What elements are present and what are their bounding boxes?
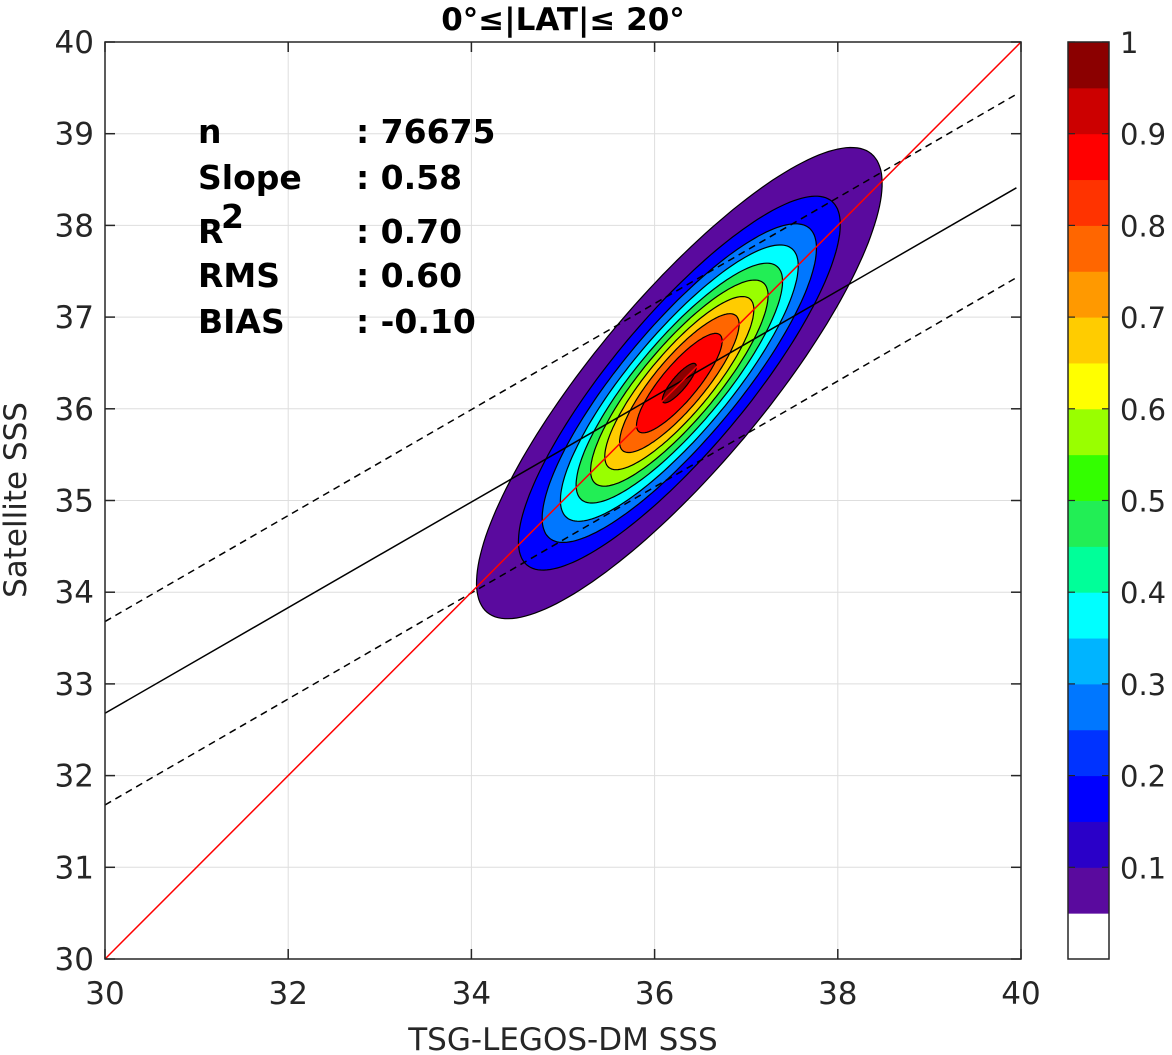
colorbar-segment <box>1068 133 1109 181</box>
x-tick-label: 34 <box>452 976 491 1012</box>
y-tick-label: 32 <box>55 759 94 795</box>
y-tick-label: 40 <box>55 25 94 61</box>
colorbar-segment <box>1068 408 1109 456</box>
colorbar-segment <box>1068 225 1109 272</box>
fit-lower-line <box>105 277 1017 806</box>
fit-line <box>105 187 1017 714</box>
x-tick-label: 38 <box>818 976 857 1012</box>
stat-label: BIAS <box>198 302 285 341</box>
stat-label-superscript: 2 <box>221 197 244 236</box>
colorbar-segment <box>1068 271 1109 318</box>
colorbar-segment <box>1068 42 1109 89</box>
stat-value: : 0.60 <box>356 256 462 295</box>
colorbar-tick-label: 0.1 <box>1120 851 1166 885</box>
colorbar-tick-label: 1 <box>1120 26 1138 60</box>
colorbar-tick-label: 0.6 <box>1120 393 1166 427</box>
colorbar-segment <box>1068 362 1109 410</box>
colorbar-tick-label: 0.5 <box>1120 485 1166 519</box>
stat-label: R <box>198 212 223 251</box>
colorbar-segment <box>1068 454 1109 501</box>
chart-title: 0°≤|LAT|≤ 20° <box>441 2 685 38</box>
colorbar-segment <box>1068 546 1109 593</box>
colorbar-segment <box>1068 913 1109 960</box>
stat-value: : 76675 <box>356 112 496 151</box>
colorbar-tick-label: 0.8 <box>1120 209 1166 243</box>
stat-label: Slope <box>198 158 302 197</box>
x-axis-label: TSG-LEGOS-DM SSS <box>407 1022 717 1055</box>
colorbar-segment <box>1068 683 1109 731</box>
colorbar-segment <box>1068 592 1109 639</box>
y-tick-label: 38 <box>55 208 94 244</box>
y-axis-label: Satellite SSS <box>0 402 34 598</box>
colorbar-segment <box>1068 867 1109 914</box>
colorbar: 0.1 0.2 0.3 0.4 0.5 0.6 0.7 0.8 0.9 1 <box>1067 26 1166 960</box>
x-tick-label: 30 <box>85 976 124 1012</box>
reference-lines <box>105 42 1021 959</box>
y-tick-label: 30 <box>55 942 94 978</box>
y-tick-label: 39 <box>55 117 94 153</box>
stat-value: : -0.10 <box>356 302 476 341</box>
y-tick-label: 37 <box>55 300 94 336</box>
colorbar-tick-label: 0.2 <box>1120 760 1166 794</box>
colorbar-tick-label: 0.7 <box>1120 301 1166 335</box>
stat-label: n <box>198 112 222 151</box>
axis-ticks <box>104 41 1022 960</box>
colorbar-segment <box>1068 317 1109 364</box>
stat-value: : 0.58 <box>356 158 462 197</box>
colorbar-segment <box>1068 500 1109 547</box>
y-tick-label: 33 <box>55 667 94 703</box>
colorbar-segment <box>1068 179 1109 226</box>
stat-label: RMS <box>198 256 280 295</box>
colorbar-tick-label: 0.4 <box>1120 576 1166 610</box>
y-tick-label: 36 <box>55 392 94 428</box>
colorbar-segment <box>1068 638 1109 685</box>
colorbar-segment <box>1068 87 1109 135</box>
colorbar-segment <box>1068 729 1109 777</box>
identity-line <box>105 42 1021 959</box>
stats-box: n : 76675 Slope : 0.58 R2 : 0.70 RMS : 0.60 BIAS… <box>198 112 496 341</box>
x-tick-label: 40 <box>1001 976 1040 1012</box>
colorbar-segment <box>1068 821 1109 868</box>
colorbar-segment <box>1068 775 1109 822</box>
colorbar-tick-label: 0.9 <box>1120 118 1166 152</box>
fit-upper-line <box>105 93 1017 623</box>
y-tick-label: 34 <box>55 575 94 611</box>
x-tick-label: 36 <box>635 976 674 1012</box>
y-tick-label: 35 <box>55 484 94 520</box>
colorbar-tick-label: 0.3 <box>1120 668 1166 702</box>
y-tick-labels: 30 31 32 33 34 35 36 37 38 39 40 <box>55 25 94 978</box>
x-tick-label: 32 <box>268 976 307 1012</box>
stat-value: : 0.70 <box>356 212 462 251</box>
x-tick-labels: 30 32 34 36 38 40 <box>85 976 1040 1012</box>
y-tick-label: 31 <box>55 850 94 886</box>
